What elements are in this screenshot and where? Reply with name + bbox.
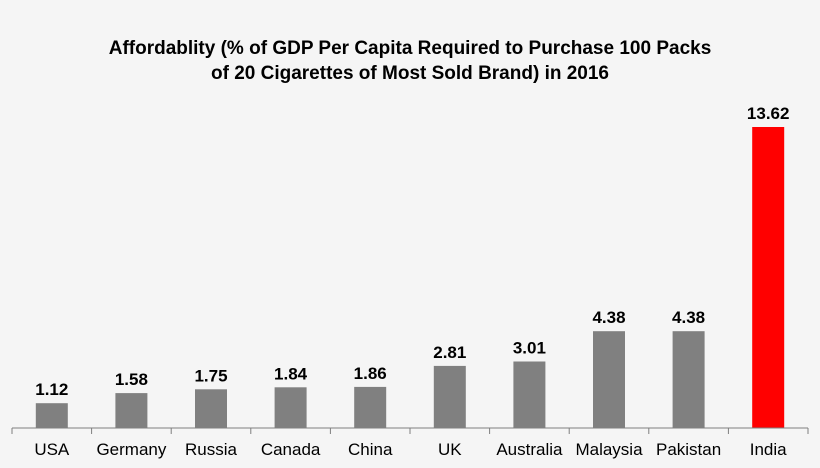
x-tick-label: Pakistan	[656, 440, 721, 459]
bar-australia	[513, 361, 546, 428]
x-tick-label: India	[750, 440, 787, 459]
bar-value-label: 1.12	[35, 380, 68, 399]
chart-title-line-1: Affordablity (% of GDP Per Capita Requir…	[108, 38, 712, 59]
bar-value-label: 4.38	[672, 308, 705, 327]
bar-malaysia	[593, 331, 625, 428]
bar-value-label: 2.81	[433, 343, 466, 362]
x-tick-label: Australia	[496, 440, 563, 459]
bar-value-label: 1.86	[354, 364, 387, 383]
bar-pakistan	[672, 331, 705, 428]
bar-value-label: 3.01	[513, 339, 546, 358]
x-tick-label: Russia	[185, 440, 238, 459]
bar-canada	[274, 387, 307, 428]
x-tick-label: USA	[34, 440, 70, 459]
bar-value-label: 4.38	[592, 308, 625, 327]
chart-title-line-2: of 20 Cigarettes of Most Sold Brand) in …	[210, 63, 610, 84]
x-tick-label: China	[348, 440, 393, 459]
bar-value-label: 1.84	[274, 364, 308, 383]
x-tick-label: Malaysia	[575, 440, 643, 459]
x-tick-label: UK	[438, 440, 462, 459]
x-tick-label: Canada	[261, 440, 321, 459]
bar-germany	[115, 393, 148, 428]
bar-usa	[35, 403, 68, 428]
bar-uk	[433, 365, 466, 428]
bar-value-label: 1.75	[194, 366, 227, 385]
bar-value-label: 1.58	[115, 370, 148, 389]
x-tick-label: Germany	[96, 440, 166, 459]
bar-value-label: 13.62	[747, 104, 790, 123]
chart-title: Affordablity (% of GDP Per Capita Requir…	[0, 36, 820, 86]
bar-china	[354, 386, 387, 428]
bar-russia	[195, 389, 227, 428]
bar-india	[752, 127, 785, 428]
